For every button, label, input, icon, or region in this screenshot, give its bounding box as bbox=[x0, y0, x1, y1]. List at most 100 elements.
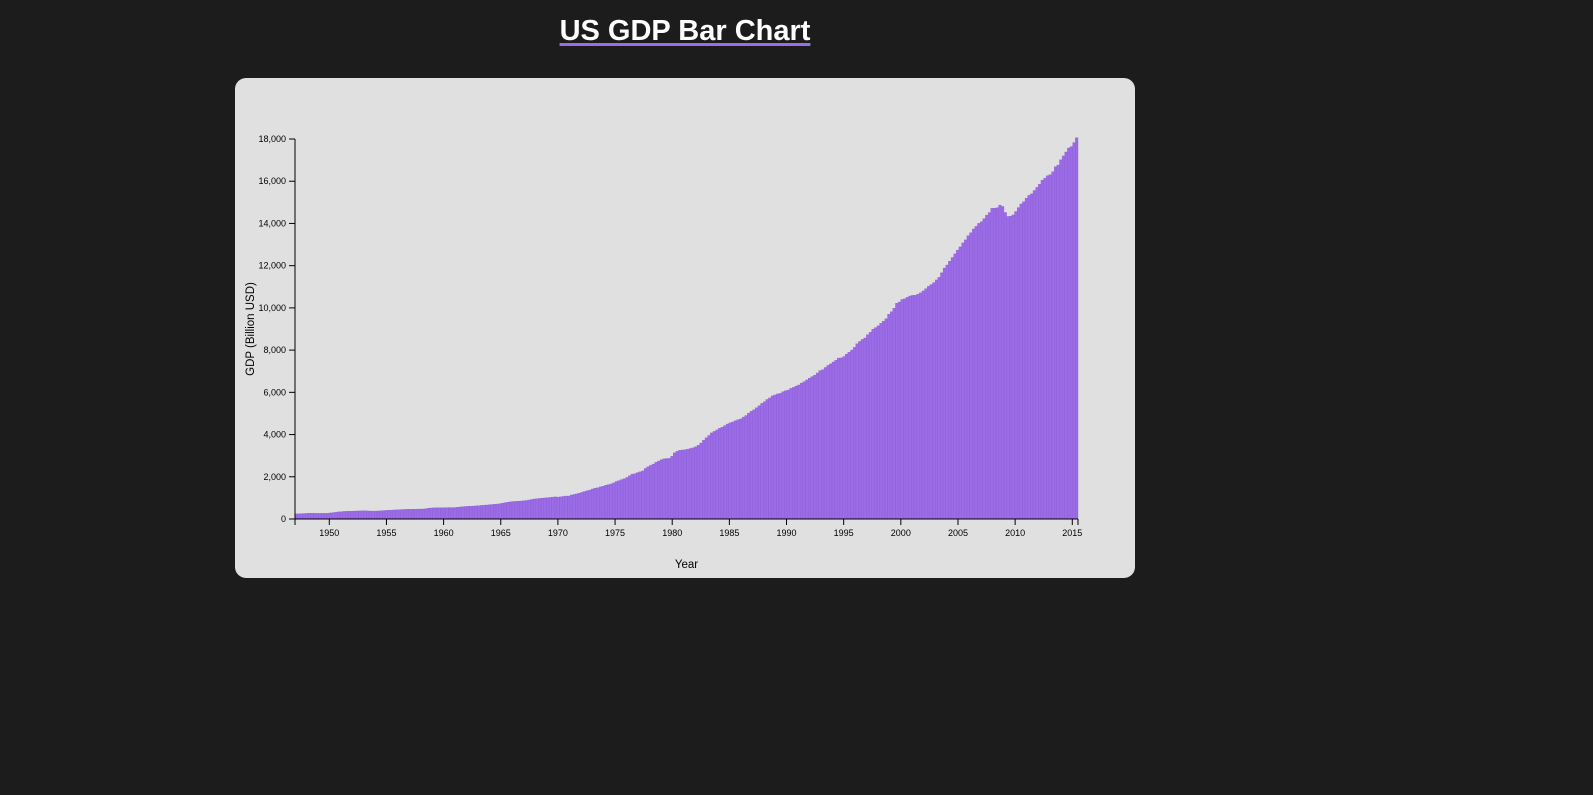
bar[interactable] bbox=[884, 318, 888, 520]
bar[interactable] bbox=[890, 311, 894, 520]
bar[interactable] bbox=[937, 277, 941, 520]
bar[interactable] bbox=[368, 510, 372, 520]
bar[interactable] bbox=[596, 487, 600, 520]
bar[interactable] bbox=[620, 479, 624, 520]
bar[interactable] bbox=[950, 257, 954, 520]
bar[interactable] bbox=[628, 475, 632, 520]
bar[interactable] bbox=[845, 354, 849, 520]
bar[interactable] bbox=[310, 513, 314, 520]
bar[interactable] bbox=[405, 509, 409, 520]
bar[interactable] bbox=[374, 510, 378, 520]
bar[interactable] bbox=[956, 249, 960, 520]
bar[interactable] bbox=[924, 288, 928, 520]
bar[interactable] bbox=[591, 488, 595, 520]
bar[interactable] bbox=[691, 447, 695, 520]
bar[interactable] bbox=[530, 499, 534, 520]
bar[interactable] bbox=[601, 486, 605, 520]
bar[interactable] bbox=[543, 497, 547, 520]
bar[interactable] bbox=[532, 498, 536, 520]
bar[interactable] bbox=[479, 505, 483, 520]
bar[interactable] bbox=[879, 323, 883, 520]
bar[interactable] bbox=[564, 495, 568, 520]
bar[interactable] bbox=[390, 509, 394, 520]
bar[interactable] bbox=[474, 505, 478, 520]
bar[interactable] bbox=[329, 512, 333, 520]
bar[interactable] bbox=[360, 510, 364, 520]
bar[interactable] bbox=[339, 511, 343, 520]
bar[interactable] bbox=[384, 510, 388, 520]
bar[interactable] bbox=[569, 494, 573, 520]
bar[interactable] bbox=[942, 267, 946, 520]
bar[interactable] bbox=[511, 501, 515, 520]
bar[interactable] bbox=[966, 235, 970, 520]
bar[interactable] bbox=[1075, 137, 1079, 520]
bar[interactable] bbox=[498, 503, 502, 520]
bar[interactable] bbox=[519, 500, 523, 520]
bar[interactable] bbox=[964, 239, 968, 520]
bar[interactable] bbox=[874, 327, 878, 520]
bar[interactable] bbox=[609, 483, 613, 520]
bar[interactable] bbox=[442, 507, 446, 520]
bar[interactable] bbox=[710, 432, 714, 520]
bar[interactable] bbox=[308, 513, 312, 520]
bar[interactable] bbox=[855, 343, 859, 520]
bar[interactable] bbox=[651, 463, 655, 520]
bar[interactable] bbox=[403, 509, 407, 520]
bar[interactable] bbox=[892, 308, 896, 520]
bar[interactable] bbox=[688, 448, 692, 520]
bar[interactable] bbox=[638, 471, 642, 520]
bar[interactable] bbox=[741, 416, 745, 520]
bar[interactable] bbox=[1056, 164, 1060, 520]
bar[interactable] bbox=[1001, 206, 1005, 520]
bar[interactable] bbox=[355, 510, 359, 520]
bar[interactable] bbox=[1072, 142, 1076, 520]
bar[interactable] bbox=[413, 509, 417, 520]
bar[interactable] bbox=[485, 504, 489, 520]
bar[interactable] bbox=[667, 458, 671, 520]
bar[interactable] bbox=[794, 385, 798, 520]
bar[interactable] bbox=[810, 376, 814, 520]
bar[interactable] bbox=[313, 513, 317, 520]
bar[interactable] bbox=[395, 509, 399, 520]
bar[interactable] bbox=[800, 382, 804, 520]
bar[interactable] bbox=[852, 347, 856, 520]
bar[interactable] bbox=[501, 502, 505, 520]
bar[interactable] bbox=[995, 207, 999, 520]
bar[interactable] bbox=[490, 504, 494, 520]
bar[interactable] bbox=[466, 506, 470, 520]
bar[interactable] bbox=[678, 450, 682, 520]
bar[interactable] bbox=[972, 228, 976, 520]
bar[interactable] bbox=[987, 212, 991, 520]
bar[interactable] bbox=[934, 279, 938, 520]
bar[interactable] bbox=[905, 297, 909, 520]
bar[interactable] bbox=[921, 290, 925, 520]
bar[interactable] bbox=[323, 513, 327, 520]
bar[interactable] bbox=[514, 501, 518, 520]
bar[interactable] bbox=[606, 484, 610, 520]
bar[interactable] bbox=[813, 374, 817, 520]
bar[interactable] bbox=[487, 504, 491, 520]
bar[interactable] bbox=[990, 208, 994, 520]
bar[interactable] bbox=[617, 480, 621, 520]
bar[interactable] bbox=[974, 226, 978, 520]
bar[interactable] bbox=[538, 498, 542, 520]
bar[interactable] bbox=[604, 485, 608, 520]
bar[interactable] bbox=[561, 496, 565, 520]
bar[interactable] bbox=[927, 286, 931, 520]
bar[interactable] bbox=[911, 295, 915, 520]
bar[interactable] bbox=[752, 409, 756, 520]
bar[interactable] bbox=[982, 218, 986, 520]
bar[interactable] bbox=[726, 423, 730, 520]
bar[interactable] bbox=[694, 446, 698, 520]
bar[interactable] bbox=[876, 325, 880, 520]
bar[interactable] bbox=[887, 314, 891, 520]
bar[interactable] bbox=[770, 395, 774, 520]
bar[interactable] bbox=[1051, 171, 1055, 520]
bar[interactable] bbox=[998, 204, 1002, 520]
bar[interactable] bbox=[556, 496, 560, 520]
bar[interactable] bbox=[1011, 214, 1015, 520]
bar[interactable] bbox=[797, 384, 801, 520]
bar[interactable] bbox=[448, 507, 452, 520]
bar[interactable] bbox=[829, 363, 833, 520]
bar[interactable] bbox=[397, 509, 401, 520]
